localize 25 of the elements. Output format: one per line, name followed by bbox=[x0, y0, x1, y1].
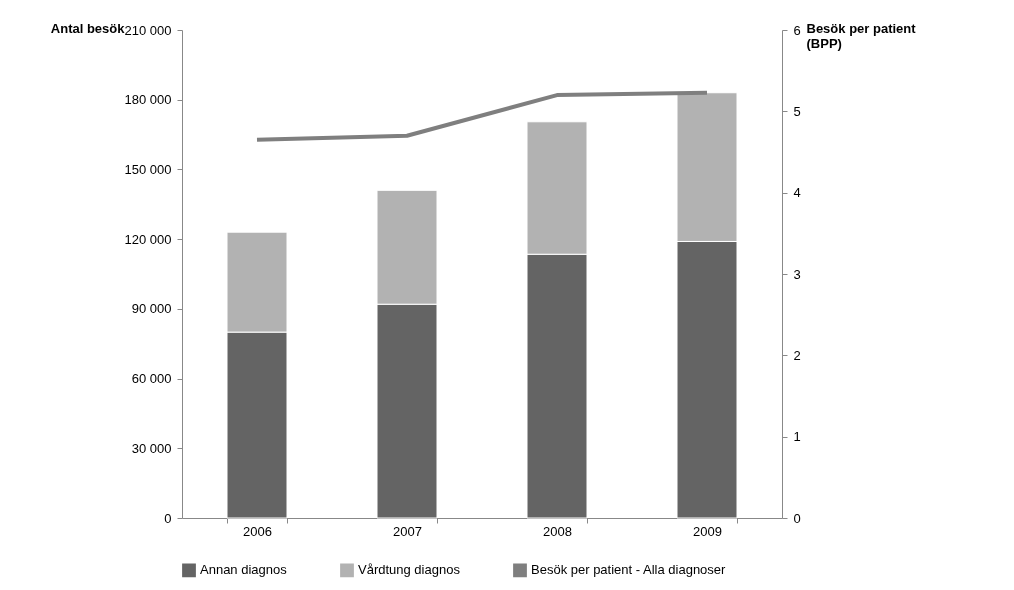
y2-tick-label: 4 bbox=[793, 185, 801, 201]
y2-tick-label: 1 bbox=[793, 429, 801, 445]
x-tick-label: 2007 bbox=[393, 523, 422, 539]
y2-tick-label: 6 bbox=[793, 22, 801, 38]
y2-tick-label: 0 bbox=[793, 510, 801, 526]
y-tick-label: 0 bbox=[164, 510, 172, 526]
y2-tick-label: 5 bbox=[793, 103, 801, 119]
legend-label: Besök per patient - Alla diagnoser bbox=[531, 562, 727, 578]
y2-axis-title: Besök per patient (BPP) bbox=[806, 20, 917, 51]
y-axis-title: Antal besök bbox=[50, 20, 126, 36]
y-tick-label: 90 000 bbox=[131, 301, 172, 317]
y2-tick-label: 3 bbox=[793, 266, 801, 282]
y-tick-label: 150 000 bbox=[124, 161, 172, 177]
y-tick-label: 120 000 bbox=[124, 231, 172, 247]
x-tick-label: 2006 bbox=[243, 523, 272, 539]
x-tick-label: 2008 bbox=[543, 523, 572, 539]
y-tick-label: 210 000 bbox=[124, 22, 172, 38]
y-tick-label: 180 000 bbox=[124, 92, 172, 108]
x-tick-label: 2009 bbox=[693, 523, 722, 539]
legend-label: Vårdtung diagnos bbox=[358, 562, 461, 578]
y2-tick-label: 2 bbox=[793, 347, 801, 363]
legend-label: Annan diagnos bbox=[200, 562, 288, 578]
y-tick-label: 60 000 bbox=[131, 371, 172, 387]
y-tick-label: 30 000 bbox=[131, 440, 172, 456]
line-series bbox=[255, 90, 709, 142]
